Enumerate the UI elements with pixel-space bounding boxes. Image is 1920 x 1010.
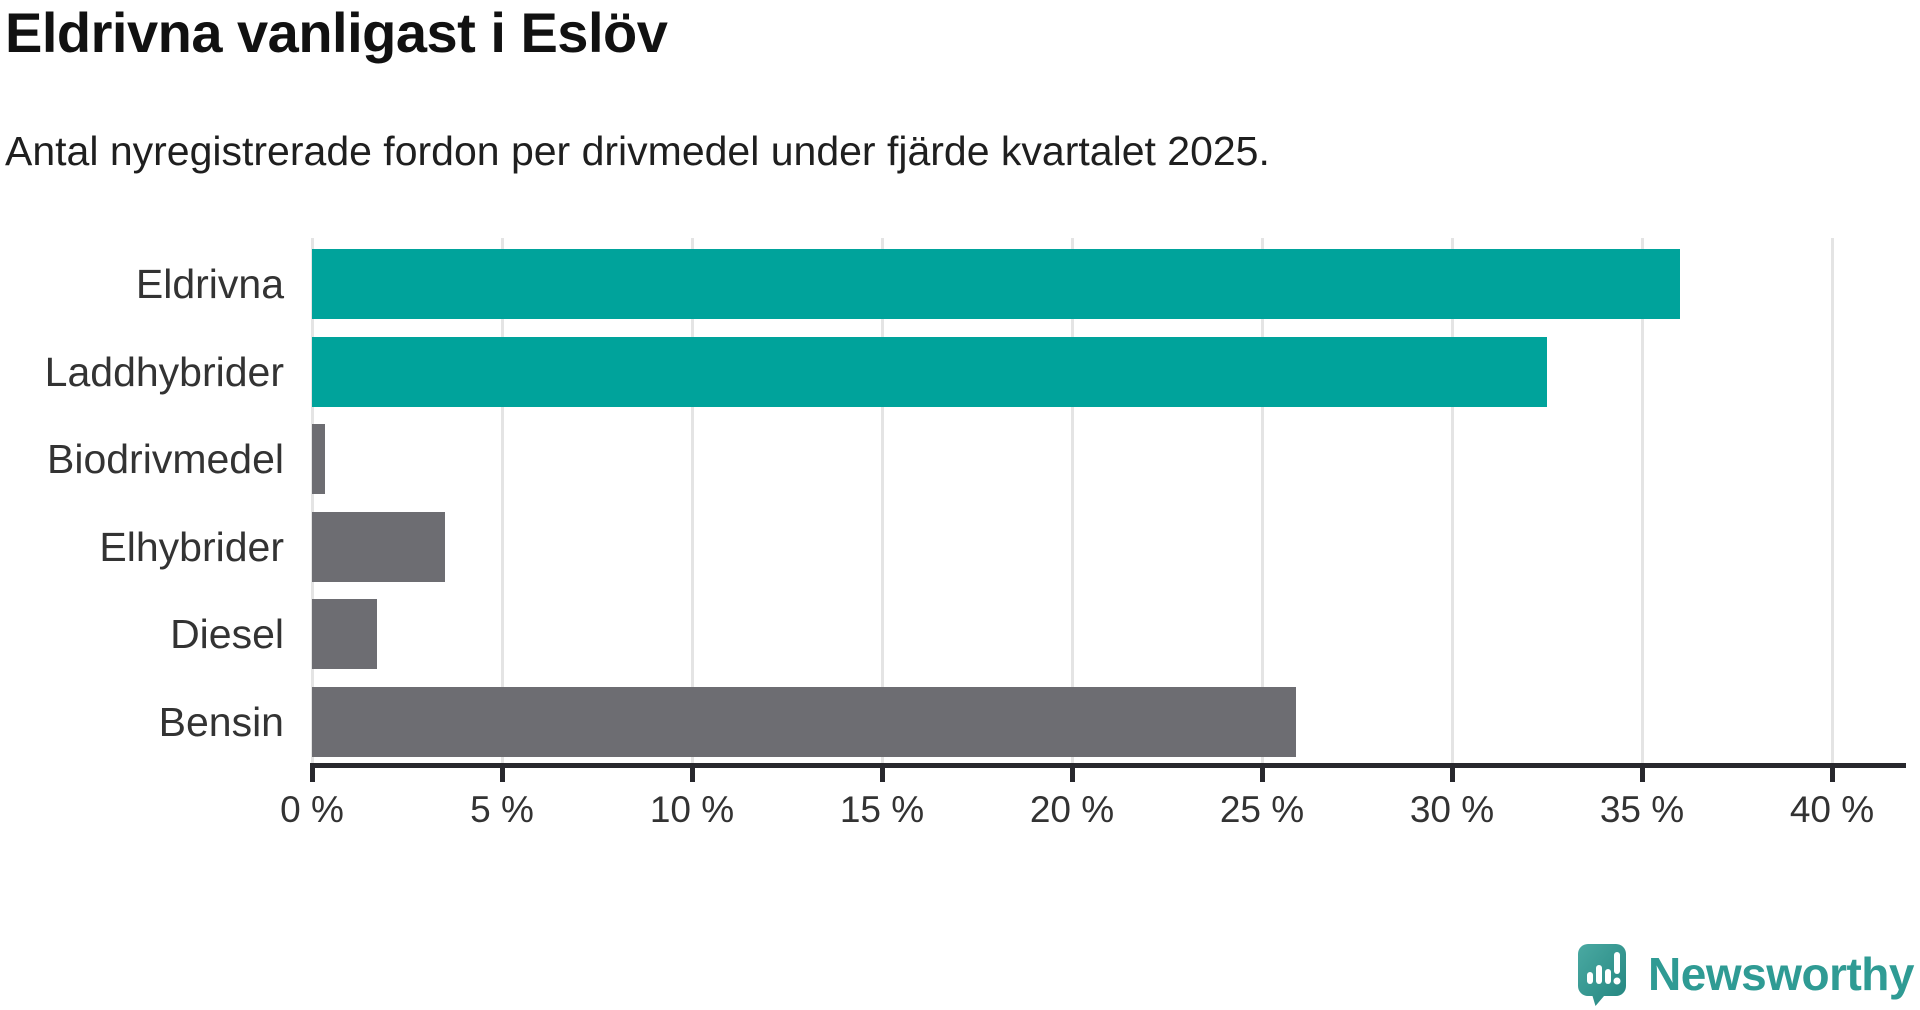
gridline <box>1261 238 1264 765</box>
gridline <box>1451 238 1454 765</box>
x-axis-tick <box>690 763 695 782</box>
x-axis-line <box>310 763 1906 768</box>
category-label: Eldrivna <box>135 261 284 307</box>
category-label: Diesel <box>170 611 284 657</box>
y-axis-category-labels: Eldrivna Laddhybrider Biodrivmedel Elhybrid… <box>0 238 284 765</box>
x-axis-tick <box>1640 763 1645 782</box>
chart-subtitle: Antal nyregistrerade fordon per drivmede… <box>5 128 1270 174</box>
gridline <box>1831 238 1834 765</box>
newsworthy-logo-text: Newsworthy <box>1648 948 1914 1000</box>
x-axis-tick-label: 25 % <box>1219 789 1305 830</box>
bar-elhybrider <box>312 512 445 582</box>
newsworthy-logo-icon <box>1578 944 1627 1006</box>
x-axis-tick <box>1450 763 1455 782</box>
x-axis-tick-label: 30 % <box>1409 789 1495 830</box>
bar-laddhybrider <box>312 337 1547 407</box>
x-axis-tick-label: 35 % <box>1599 789 1685 830</box>
category-label: Laddhybrider <box>44 349 284 395</box>
x-axis-tick-label: 20 % <box>1029 789 1115 830</box>
chart-plot-area <box>311 238 1834 765</box>
x-axis-tick-label: 15 % <box>839 789 925 830</box>
bar-biodrivmedel <box>312 424 325 494</box>
bar-diesel <box>312 599 377 669</box>
x-axis-tick-label: 0 % <box>280 789 344 830</box>
x-axis-tick-label: 5 % <box>470 789 534 830</box>
x-axis-tick <box>880 763 885 782</box>
gridline <box>881 238 884 765</box>
gridline <box>691 238 694 765</box>
category-label: Biodrivmedel <box>47 436 284 482</box>
x-axis-tick <box>500 763 505 782</box>
x-axis-tick-label: 40 % <box>1789 789 1875 830</box>
bar-eldrivna <box>312 249 1680 319</box>
x-axis-tick <box>1260 763 1265 782</box>
x-axis-tick <box>1070 763 1075 782</box>
newsworthy-logo: Newsworthy <box>1576 942 1914 1006</box>
gridline <box>1641 238 1644 765</box>
gridline <box>311 238 314 765</box>
chart-title: Eldrivna vanligast i Eslöv <box>5 1 668 64</box>
x-axis-tick <box>310 763 315 782</box>
bar-bensin <box>312 687 1296 757</box>
gridline <box>1071 238 1074 765</box>
x-axis-tick-label: 10 % <box>649 789 735 830</box>
x-axis-tick <box>1830 763 1835 782</box>
category-label: Bensin <box>158 699 284 745</box>
gridline <box>501 238 504 765</box>
category-label: Elhybrider <box>99 524 284 570</box>
